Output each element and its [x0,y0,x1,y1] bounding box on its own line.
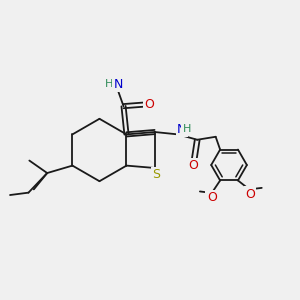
Text: O: O [189,159,199,172]
Text: N: N [177,122,187,136]
Text: O: O [207,191,217,204]
Text: O: O [144,98,154,111]
Text: H: H [183,124,191,134]
Text: O: O [245,188,255,201]
Text: H: H [104,79,113,89]
Text: S: S [152,168,160,181]
Text: N: N [114,78,123,91]
